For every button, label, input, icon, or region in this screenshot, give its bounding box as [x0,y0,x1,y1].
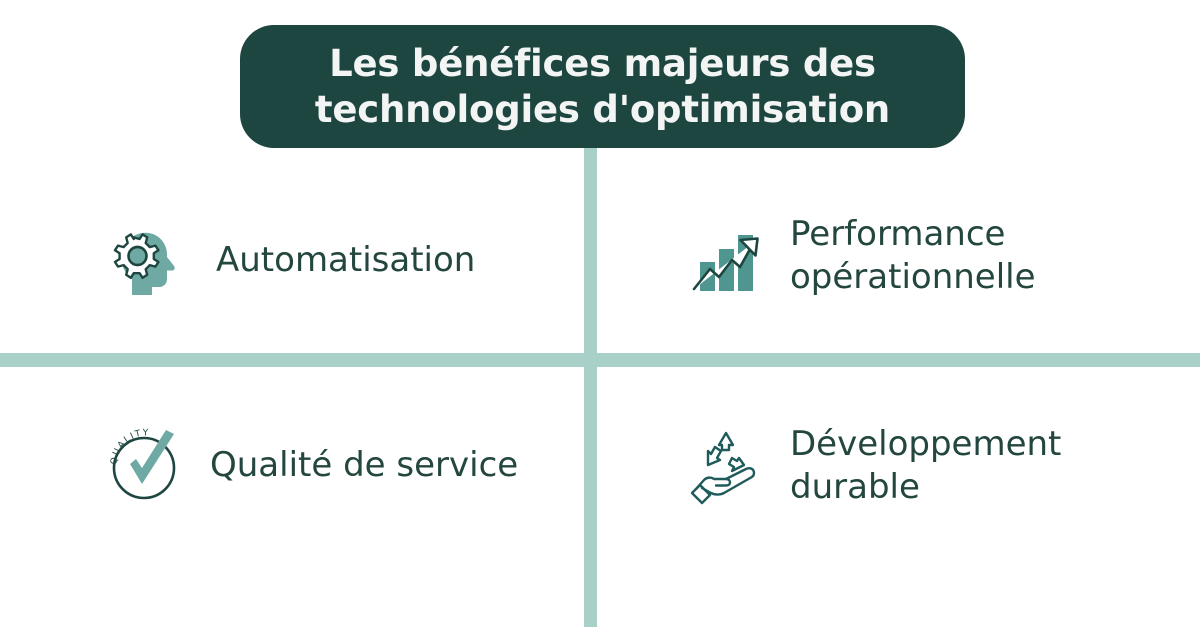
bar-chart-growth-arrow-icon [688,217,766,295]
benefit-label-performance: Performance opérationnelle [790,214,1036,297]
benefit-item-performance: Performance opérationnelle [688,196,1158,316]
benefit-item-qualite: QUALITY Qualité de service [104,415,574,515]
benefit-item-developpement: Développement durable [688,408,1158,523]
benefit-label-qualite: Qualité de service [210,444,519,485]
hand-holding-recycle-icon [688,427,766,505]
benefit-label-developpement: Développement durable [790,423,1062,507]
page-title: Les bénéfices majeurs des technologies d… [314,42,891,131]
benefit-item-automatisation: Automatisation [104,205,574,315]
svg-text:QUALITY: QUALITY [109,428,150,465]
title-card: Les bénéfices majeurs des technologies d… [240,25,965,148]
head-with-gear-icon [104,221,182,299]
benefit-label-automatisation: Automatisation [216,239,476,280]
vertical-divider [584,147,597,627]
horizontal-divider [0,353,1200,367]
quality-check-seal-icon: QUALITY [104,422,190,508]
